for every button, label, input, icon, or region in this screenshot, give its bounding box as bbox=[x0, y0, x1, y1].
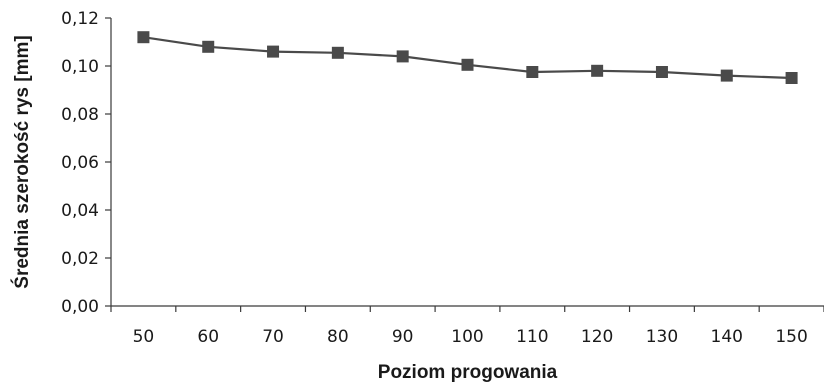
y-tick-label: 0,00 bbox=[61, 297, 99, 317]
x-tick-label: 90 bbox=[392, 327, 414, 347]
x-tick-label: 150 bbox=[775, 327, 807, 347]
series bbox=[137, 31, 798, 84]
x-tick-label: 110 bbox=[516, 327, 548, 347]
y-tick-label: 0,02 bbox=[61, 249, 99, 269]
y-tick-label: 0,10 bbox=[61, 57, 99, 77]
data-point-marker bbox=[331, 46, 344, 59]
data-point-marker bbox=[267, 45, 280, 58]
series-line bbox=[143, 36, 792, 80]
data-point-marker bbox=[461, 58, 474, 71]
y-tick-label: 0,08 bbox=[61, 105, 99, 125]
data-point-marker bbox=[396, 50, 409, 63]
x-tick-label: 60 bbox=[197, 327, 219, 347]
x-tick-label: 140 bbox=[711, 327, 743, 347]
data-point-marker bbox=[720, 69, 733, 82]
data-point-marker bbox=[655, 66, 668, 78]
x-tick-label: 130 bbox=[646, 327, 678, 347]
x-tick-label: 80 bbox=[327, 327, 349, 347]
data-point-marker bbox=[591, 64, 604, 77]
y-tick-label: 0,12 bbox=[61, 9, 99, 29]
y-tick-label: 0,06 bbox=[61, 153, 99, 173]
x-tick-label: 120 bbox=[581, 327, 613, 347]
data-point-marker bbox=[202, 40, 215, 53]
data-point-marker bbox=[785, 72, 798, 84]
data-point-marker bbox=[137, 31, 150, 44]
x-tick-label: 70 bbox=[262, 327, 284, 347]
data-point-marker bbox=[526, 66, 539, 78]
y-tick-label: 0,04 bbox=[61, 201, 99, 221]
y-axis-title: Średnia szerokość rys [mm] bbox=[11, 35, 33, 288]
x-axis-title: Poziom progowania bbox=[378, 362, 558, 382]
x-tick-label: 50 bbox=[133, 327, 155, 347]
ticks: 0,00 0,02 0,04 0,06 0,08 0,10 0,12 50 60 70 80 90 10… bbox=[61, 9, 824, 347]
x-tick-label: 100 bbox=[451, 327, 483, 347]
